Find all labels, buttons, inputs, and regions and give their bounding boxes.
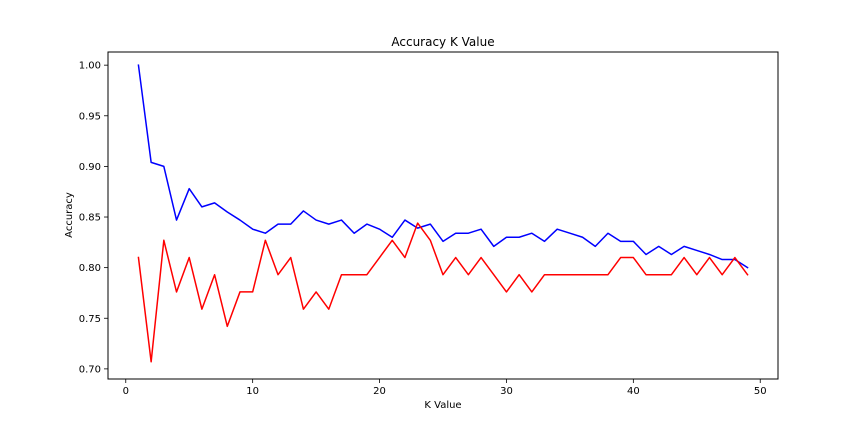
plot-area bbox=[108, 52, 778, 379]
y-axis: 0.70 0.75 0.80 0.85 0.90 0.95 1.00 bbox=[79, 61, 108, 375]
chart-title: Accuracy K Value bbox=[391, 35, 494, 49]
x-axis-label: K Value bbox=[424, 400, 461, 411]
series-line-2 bbox=[137, 222, 749, 363]
y-axis-label: Accuracy bbox=[64, 192, 75, 238]
x-tick-label: 50 bbox=[754, 386, 767, 397]
x-axis: 0 10 20 30 40 50 bbox=[123, 379, 767, 397]
series-layer bbox=[137, 64, 749, 363]
y-tick-label: 1.00 bbox=[79, 61, 101, 72]
plot-frame bbox=[107, 51, 779, 380]
x-tick-label: 30 bbox=[500, 386, 513, 397]
series-line-1 bbox=[137, 64, 749, 269]
y-tick-label: 0.80 bbox=[79, 263, 101, 274]
y-tick-label: 0.90 bbox=[79, 162, 101, 173]
x-tick-label: 10 bbox=[246, 386, 259, 397]
y-tick-label: 0.75 bbox=[79, 314, 101, 325]
x-tick-label: 40 bbox=[627, 386, 640, 397]
x-tick-label: 0 bbox=[123, 386, 129, 397]
y-tick-label: 0.95 bbox=[79, 111, 101, 122]
y-tick-label: 0.70 bbox=[79, 364, 101, 375]
x-tick-label: 20 bbox=[373, 386, 386, 397]
y-tick-label: 0.85 bbox=[79, 213, 101, 224]
